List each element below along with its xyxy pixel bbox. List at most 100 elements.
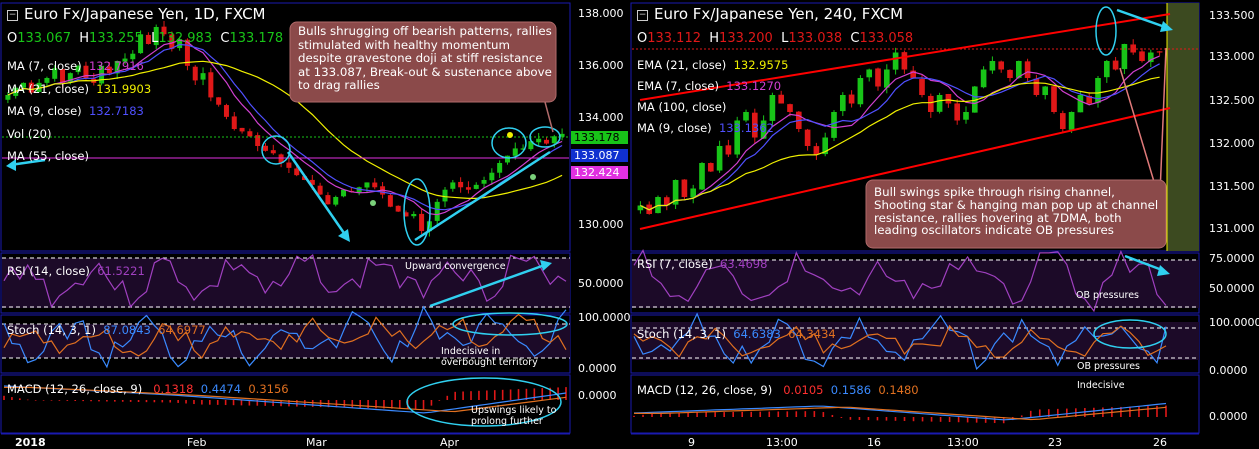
macd-histogram-bar bbox=[351, 400, 354, 408]
candle-body bbox=[813, 146, 820, 155]
candle-body bbox=[980, 69, 987, 88]
candle-body bbox=[963, 112, 969, 120]
macd-histogram-bar bbox=[438, 400, 441, 401]
left-ellipse-bottom bbox=[403, 178, 431, 246]
macd-histogram-bar bbox=[696, 412, 698, 417]
macd-histogram-bar bbox=[446, 395, 449, 400]
candle-body bbox=[21, 82, 27, 88]
candle-body bbox=[998, 61, 1005, 70]
macd-histogram-bar bbox=[957, 417, 960, 423]
candle-body bbox=[106, 66, 112, 74]
candle-body bbox=[848, 94, 855, 104]
candle-body bbox=[465, 187, 471, 190]
candle-body bbox=[910, 70, 917, 78]
candle-body bbox=[473, 184, 479, 189]
macd-histogram-bar bbox=[651, 413, 653, 417]
candle-body bbox=[138, 34, 144, 54]
macd-histogram-bar bbox=[493, 390, 496, 400]
macd-histogram-bar bbox=[343, 400, 346, 408]
macd-histogram-bar bbox=[984, 417, 987, 423]
left-callout-pointer bbox=[544, 101, 554, 133]
candle-body bbox=[663, 197, 670, 206]
macd-histogram-bar bbox=[1029, 410, 1032, 417]
macd-histogram-bar bbox=[232, 400, 235, 406]
candle-body bbox=[208, 72, 214, 98]
candle-body bbox=[1042, 86, 1049, 96]
macd-histogram-bar bbox=[3, 395, 5, 400]
macd-histogram-bar bbox=[193, 400, 195, 405]
macd-histogram-bar bbox=[185, 400, 187, 404]
right-rsi-arrow bbox=[1124, 254, 1163, 272]
left-arrow-up bbox=[414, 150, 551, 242]
candle-body bbox=[743, 112, 749, 121]
macd-histogram-bar bbox=[1084, 408, 1086, 417]
macd-histogram-bar bbox=[1165, 405, 1167, 417]
candle-body bbox=[372, 182, 378, 188]
macd-histogram-bar bbox=[82, 400, 84, 402]
macd-histogram-bar bbox=[993, 417, 996, 424]
right-macd-line bbox=[633, 402, 1167, 421]
candle-body bbox=[831, 112, 837, 138]
macd-histogram-bar bbox=[723, 412, 725, 417]
candle-body bbox=[1024, 61, 1031, 78]
macd-histogram-bar bbox=[209, 400, 211, 405]
candle-body bbox=[751, 112, 758, 138]
macd-histogram-bar bbox=[90, 400, 92, 402]
macd-histogram-bar bbox=[813, 411, 816, 417]
macd-histogram-bar bbox=[975, 417, 978, 423]
candle-body bbox=[504, 155, 510, 163]
right-stoch-k-line bbox=[633, 312, 1167, 371]
candle-body bbox=[122, 58, 128, 62]
macd-histogram-bar bbox=[303, 400, 306, 407]
candle-body bbox=[1033, 78, 1040, 95]
macd-histogram-bar bbox=[831, 414, 834, 417]
candle-body bbox=[690, 188, 697, 198]
macd-histogram-bar bbox=[34, 400, 37, 401]
moving-average-line bbox=[7, 39, 563, 216]
macd-histogram-bar bbox=[272, 400, 274, 407]
candle-body bbox=[1147, 52, 1154, 63]
candle-body bbox=[787, 104, 793, 112]
macd-histogram-bar bbox=[1047, 409, 1050, 417]
left-arrow-left-head bbox=[6, 159, 16, 171]
macd-histogram-bar bbox=[42, 400, 45, 401]
macd-histogram-bar bbox=[153, 400, 156, 403]
macd-histogram-bar bbox=[1038, 409, 1041, 417]
candle-body bbox=[294, 168, 300, 176]
candle-body bbox=[145, 34, 151, 44]
candle-body bbox=[1068, 112, 1075, 130]
left-arrow-down-head bbox=[338, 229, 350, 242]
macd-histogram-bar bbox=[541, 388, 544, 400]
candle-body bbox=[216, 97, 222, 105]
candle-body bbox=[1112, 60, 1119, 70]
left-ellipse-right2 bbox=[529, 126, 561, 148]
macd-histogram-bar bbox=[74, 400, 77, 401]
candle-body bbox=[262, 145, 268, 151]
macd-histogram-bar bbox=[114, 400, 116, 402]
candle-body bbox=[341, 189, 347, 197]
candle-body bbox=[130, 53, 136, 60]
candle-body bbox=[5, 95, 11, 100]
macd-histogram-bar bbox=[462, 391, 464, 400]
macd-histogram-bar bbox=[66, 400, 69, 401]
macd-histogram-bar bbox=[795, 411, 798, 417]
macd-histogram-bar bbox=[383, 400, 385, 409]
left-ellipse-right1 bbox=[491, 127, 527, 159]
macd-histogram-bar bbox=[517, 389, 520, 400]
macd-histogram-bar bbox=[264, 400, 267, 406]
candle-body bbox=[883, 69, 890, 88]
left-stoch-k-line bbox=[3, 305, 567, 369]
left-callout-box bbox=[289, 21, 557, 103]
macd-histogram-bar bbox=[224, 400, 227, 406]
candle-body bbox=[75, 65, 81, 73]
right-rsi-line bbox=[633, 248, 1167, 313]
macd-histogram-bar bbox=[50, 400, 53, 401]
candle-body bbox=[1121, 44, 1128, 70]
right-channel-upper bbox=[639, 13, 1171, 101]
candle-body bbox=[936, 95, 943, 112]
macd-histogram-bar bbox=[121, 400, 124, 402]
right-channel-lower bbox=[639, 107, 1171, 230]
left-macd-signal-line bbox=[4, 386, 567, 413]
macd-histogram-bar bbox=[705, 412, 707, 417]
